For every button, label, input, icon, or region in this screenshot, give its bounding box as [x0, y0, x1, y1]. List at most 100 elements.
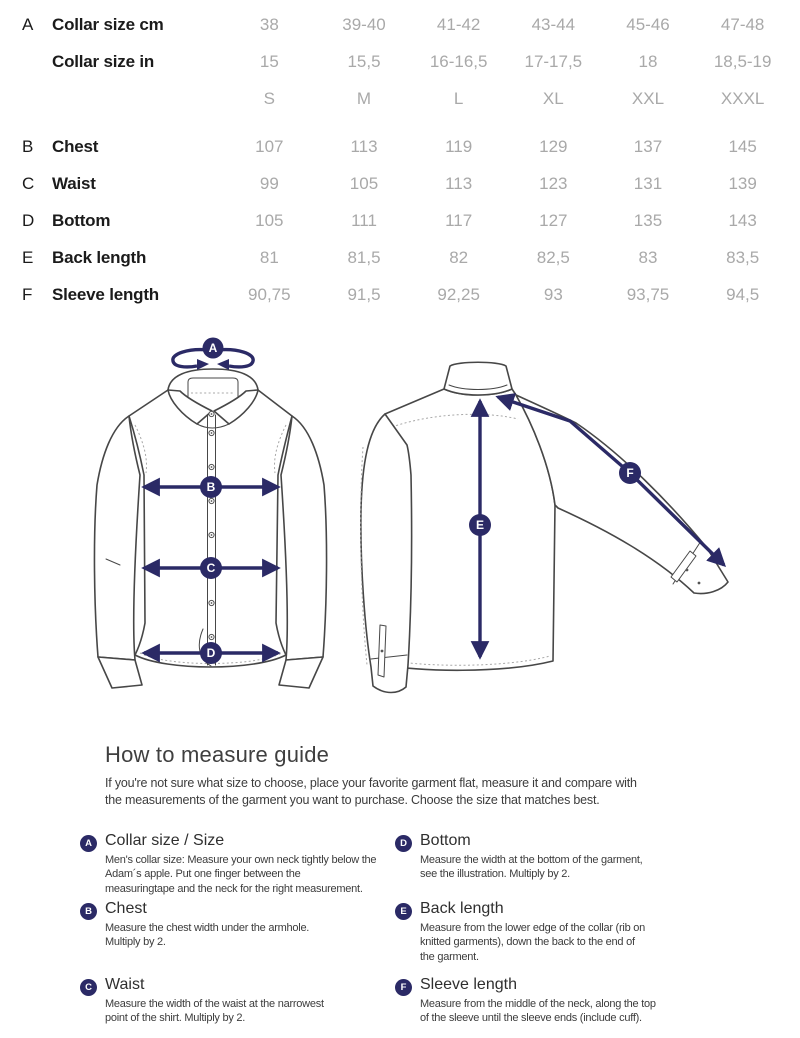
value-cell: 127 [539, 210, 568, 230]
shirt-front-illustration: A B C D [93, 337, 328, 689]
value-cell: 123 [539, 173, 568, 193]
guide-item-body: Bottom Measure the width at the bottom o… [420, 832, 643, 882]
svg-text:D: D [207, 646, 216, 660]
guide-item-title: Collar size / Size [105, 832, 225, 849]
marker-d-badge [200, 642, 222, 664]
row-label: Chest [52, 136, 99, 156]
guide-item-body: Chest Measure the chest width under the … [105, 900, 309, 950]
value-cell: 47-48 [720, 14, 765, 34]
guide-item-body: Collar size / Size Men's collar size: Me… [105, 832, 377, 896]
value-cell: 145 [728, 136, 757, 156]
guide-item-title: Chest [105, 900, 147, 917]
svg-text:B: B [207, 480, 216, 494]
value-cell: 139 [728, 173, 757, 193]
value-cell: XL [542, 88, 564, 108]
table-row: C Waist 99 105 113 123 131 139 [0, 165, 800, 202]
marker-badge: D [395, 835, 412, 852]
row-label: Bottom [52, 210, 111, 230]
row-values: 15 15,5 16-16,5 17-17,5 18 18,5-19 [222, 52, 790, 72]
value-cell: 131 [633, 173, 663, 193]
guide-item-body: Sleeve length Measure from the middle of… [420, 976, 656, 1026]
value-cell: 18,5-19 [713, 51, 772, 71]
row-values: 105 111 117 127 135 143 [222, 211, 790, 231]
table-row: D Bottom 105 111 117 127 135 143 [0, 202, 800, 239]
svg-text:A: A [209, 341, 218, 355]
guide-item-text: Measure the width at the bottom of the g… [420, 854, 643, 881]
value-cell: 91,5 [347, 284, 381, 304]
value-cell: 81,5 [347, 247, 381, 267]
table-row: E Back length 81 81,5 82 82,5 83 83,5 [0, 239, 800, 276]
value-cell: XXXL [720, 88, 765, 108]
value-cell: 81 [259, 247, 279, 267]
marker-badge: B [80, 903, 97, 920]
value-cell: 93,75 [626, 284, 670, 304]
row-letter: A [22, 14, 34, 34]
value-cell: 113 [350, 136, 378, 156]
row-letter: D [22, 210, 35, 230]
value-cell: 82,5 [536, 247, 570, 267]
row-label: Collar size cm [52, 14, 164, 34]
svg-text:E: E [476, 518, 484, 532]
value-cell: 93 [543, 284, 563, 304]
value-cell: 15 [259, 51, 279, 71]
value-cell: 38 [259, 14, 279, 34]
value-cell: 90,75 [248, 284, 291, 304]
row-label: Back length [52, 247, 147, 267]
guide-item-text: Men's collar size: Measure your own neck… [105, 854, 377, 895]
guide-item-text: Measure from the lower edge of the colla… [420, 922, 645, 963]
measure-arrow-c: C [141, 557, 281, 579]
value-cell: 105 [255, 210, 284, 230]
value-cell: 107 [255, 136, 284, 156]
value-cell: 135 [633, 210, 663, 230]
value-cell: M [356, 88, 372, 108]
row-values: 90,75 91,5 92,25 93 93,75 94,5 [222, 285, 790, 305]
value-cell: L [453, 88, 464, 108]
row-values: S M L XL XXL XXXL [222, 89, 790, 109]
guide-title: How to measure guide [105, 742, 330, 767]
guide-item-title: Waist [105, 976, 145, 993]
value-cell: 113 [445, 173, 473, 193]
value-cell: 99 [259, 173, 279, 193]
marker-c-badge [200, 557, 222, 579]
table-row: A Collar size cm 38 39-40 41-42 43-44 45-46 4… [0, 6, 800, 43]
marker-a-badge [202, 337, 224, 359]
value-cell: 15,5 [347, 51, 381, 71]
marker-b-badge [200, 476, 222, 498]
guide-item-title: Sleeve length [420, 976, 517, 993]
table-row: S M L XL XXL XXXL [0, 80, 800, 117]
value-cell: 143 [728, 210, 757, 230]
measure-arrow-a: A [171, 337, 255, 370]
guide-item-body: Waist Measure the width of the waist at … [105, 976, 324, 1026]
guide-item-text: Measure from the middle of the neck, alo… [420, 998, 656, 1025]
row-letter: C [22, 173, 35, 193]
measure-arrow-b: B [141, 476, 281, 498]
value-cell: 41-42 [436, 14, 481, 34]
guide-item-title: Back length [420, 900, 504, 917]
guide-item-text: Measure the width of the waist at the na… [105, 998, 324, 1025]
measure-arrow-d: D [141, 642, 281, 664]
value-cell: 45-46 [626, 14, 670, 34]
row-values: 99 105 113 123 131 139 [222, 174, 790, 194]
marker-badge: C [80, 979, 97, 996]
row-label: Waist [52, 173, 96, 193]
value-cell: 83 [638, 247, 658, 267]
table-row: Collar size in 15 15,5 16-16,5 17-17,5 18 18,… [0, 43, 800, 80]
measurement-diagram: A B C D [93, 337, 729, 694]
row-values: 38 39-40 41-42 43-44 45-46 47-48 [222, 15, 790, 35]
value-cell: 18 [638, 51, 658, 71]
svg-text:C: C [207, 561, 216, 575]
measure-guide: How to measure guide If you're not sure … [80, 742, 750, 1026]
marker-badge: A [80, 835, 97, 852]
row-label: Collar size in [52, 51, 155, 71]
value-cell: 17-17,5 [524, 51, 583, 71]
value-cell: 129 [539, 136, 568, 156]
value-cell: 92,25 [437, 284, 480, 304]
shirt-back-illustration: E F [360, 361, 729, 694]
value-cell: XXL [631, 88, 665, 108]
marker-badge: F [395, 979, 412, 996]
value-cell: 39-40 [342, 14, 386, 34]
guide-intro: If you're not sure what size to choose, … [105, 776, 637, 807]
size-table: A Collar size cm 38 39-40 41-42 43-44 45-46 4… [0, 6, 800, 313]
guide-item-body: Back length Measure from the lower edge … [420, 900, 645, 964]
value-cell: 111 [351, 210, 377, 230]
